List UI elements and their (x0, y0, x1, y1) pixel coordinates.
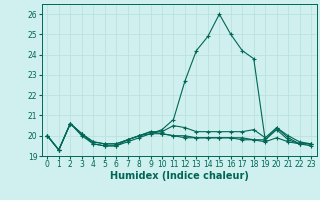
X-axis label: Humidex (Indice chaleur): Humidex (Indice chaleur) (110, 171, 249, 181)
